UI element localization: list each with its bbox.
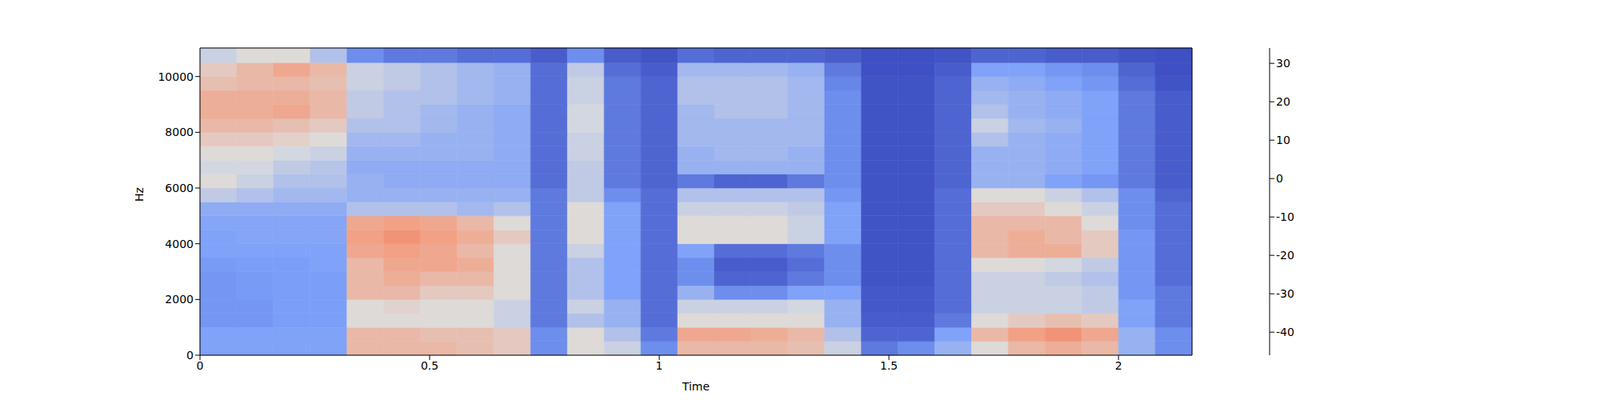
svg-text:0: 0: [196, 359, 204, 372]
svg-text:2000: 2000: [164, 292, 194, 306]
svg-text:2: 2: [1115, 359, 1123, 372]
svg-text:Hz: Hz: [132, 187, 146, 202]
svg-text:-30: -30: [1276, 287, 1295, 300]
svg-text:20: 20: [1276, 95, 1291, 108]
svg-text:10: 10: [1276, 133, 1291, 147]
svg-text:0: 0: [1276, 172, 1284, 185]
svg-text:0: 0: [186, 348, 194, 362]
svg-text:10000: 10000: [157, 70, 194, 84]
svg-text:0.5: 0.5: [420, 359, 439, 372]
svg-text:-10: -10: [1276, 210, 1295, 224]
svg-text:6000: 6000: [164, 181, 194, 195]
svg-text:-20: -20: [1276, 248, 1295, 262]
svg-text:30: 30: [1276, 56, 1291, 70]
svg-text:8000: 8000: [164, 125, 194, 139]
svg-text:4000: 4000: [164, 237, 194, 251]
svg-text:Time: Time: [681, 380, 710, 393]
svg-text:-40: -40: [1276, 325, 1295, 339]
svg-text:1: 1: [656, 359, 664, 372]
svg-text:1.5: 1.5: [880, 359, 898, 372]
